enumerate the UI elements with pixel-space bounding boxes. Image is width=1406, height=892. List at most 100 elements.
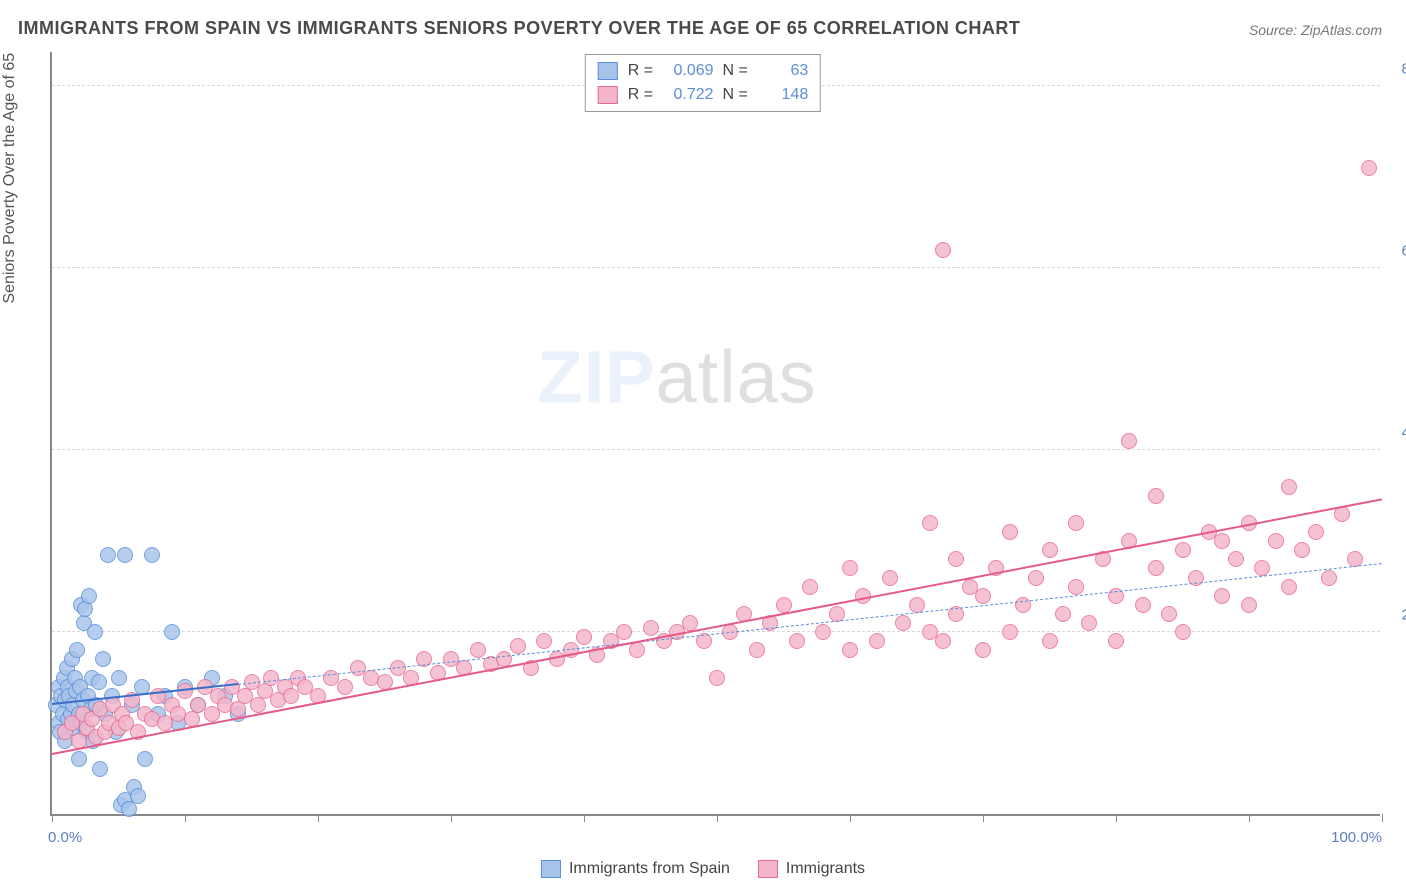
data-point — [71, 751, 87, 767]
data-point — [117, 547, 133, 563]
data-point — [337, 679, 353, 695]
data-point — [789, 633, 805, 649]
x-tick-label: 100.0% — [1331, 829, 1382, 846]
legend-corr-text: R = 0.722 N = 148 — [628, 83, 808, 107]
y-tick-label: 60.0% — [1384, 243, 1406, 260]
x-tick-label: 0.0% — [48, 829, 82, 846]
data-point — [81, 588, 97, 604]
data-point — [1268, 533, 1284, 549]
data-point — [164, 624, 180, 640]
data-point — [1281, 579, 1297, 595]
data-point — [1148, 560, 1164, 576]
data-point — [749, 642, 765, 658]
data-point — [95, 651, 111, 667]
data-point — [250, 697, 266, 713]
x-tick — [717, 814, 718, 822]
data-point — [909, 597, 925, 613]
data-point — [1015, 597, 1031, 613]
data-point — [802, 579, 818, 595]
legend-label: Immigrants — [786, 860, 865, 878]
gridline-h — [52, 267, 1380, 268]
x-tick — [983, 814, 984, 822]
data-point — [470, 642, 486, 658]
legend-corr-text: R = 0.069 N = 63 — [628, 59, 808, 83]
chart-title: IMMIGRANTS FROM SPAIN VS IMMIGRANTS SENI… — [18, 18, 1020, 39]
data-point — [1121, 433, 1137, 449]
legend-item: Immigrants from Spain — [541, 860, 730, 878]
data-point — [1361, 160, 1377, 176]
data-point — [1068, 515, 1084, 531]
data-point — [91, 674, 107, 690]
data-point — [1042, 542, 1058, 558]
x-tick — [52, 814, 53, 822]
data-point — [1002, 524, 1018, 540]
data-point — [536, 633, 552, 649]
legend-swatch — [598, 62, 618, 80]
legend-corr-row: R = 0.722 N = 148 — [598, 83, 808, 107]
data-point — [1002, 624, 1018, 640]
data-point — [776, 597, 792, 613]
data-point — [92, 761, 108, 777]
data-point — [935, 633, 951, 649]
data-point — [842, 642, 858, 658]
x-tick — [1382, 814, 1383, 822]
legend-swatch — [758, 860, 778, 878]
data-point — [1294, 542, 1310, 558]
data-point — [975, 642, 991, 658]
data-point — [1081, 615, 1097, 631]
y-tick-label: 40.0% — [1384, 425, 1406, 442]
data-point — [975, 588, 991, 604]
data-point — [1028, 570, 1044, 586]
data-point — [1161, 606, 1177, 622]
watermark: ZIPatlas — [537, 335, 816, 420]
data-point — [1042, 633, 1058, 649]
data-point — [100, 547, 116, 563]
data-point — [842, 560, 858, 576]
data-point — [882, 570, 898, 586]
data-point — [1321, 570, 1337, 586]
data-point — [77, 601, 93, 617]
legend-label: Immigrants from Spain — [569, 860, 730, 878]
legend-item: Immigrants — [758, 860, 865, 878]
data-point — [1108, 633, 1124, 649]
y-tick-label: 80.0% — [1384, 61, 1406, 78]
data-point — [1055, 606, 1071, 622]
data-point — [643, 620, 659, 636]
data-point — [1308, 524, 1324, 540]
data-point — [1135, 597, 1151, 613]
data-point — [137, 751, 153, 767]
y-axis-label: Seniors Poverty Over the Age of 65 — [1, 53, 19, 304]
data-point — [709, 670, 725, 686]
data-point — [815, 624, 831, 640]
data-point — [1228, 551, 1244, 567]
data-point — [121, 801, 137, 817]
data-point — [629, 642, 645, 658]
legend-swatch — [598, 86, 618, 104]
data-point — [1214, 588, 1230, 604]
legend-swatch — [541, 860, 561, 878]
gridline-h — [52, 449, 1380, 450]
data-point — [869, 633, 885, 649]
plot-area: 20.0%40.0%60.0%80.0%0.0%100.0%ZIPatlas — [50, 52, 1380, 816]
x-tick — [1116, 814, 1117, 822]
data-point — [1214, 533, 1230, 549]
data-point — [1281, 479, 1297, 495]
x-tick — [584, 814, 585, 822]
data-point — [111, 670, 127, 686]
data-point — [1068, 579, 1084, 595]
data-point — [895, 615, 911, 631]
data-point — [1175, 542, 1191, 558]
x-tick — [1249, 814, 1250, 822]
data-point — [87, 624, 103, 640]
data-point — [576, 629, 592, 645]
x-tick — [850, 814, 851, 822]
data-point — [130, 788, 146, 804]
data-point — [1148, 488, 1164, 504]
legend-series: Immigrants from Spain Immigrants — [541, 860, 865, 878]
data-point — [69, 642, 85, 658]
data-point — [144, 547, 160, 563]
x-tick — [451, 814, 452, 822]
x-tick — [185, 814, 186, 822]
data-point — [230, 701, 246, 717]
legend-correlation-box: R = 0.069 N = 63R = 0.722 N = 148 — [585, 54, 821, 112]
